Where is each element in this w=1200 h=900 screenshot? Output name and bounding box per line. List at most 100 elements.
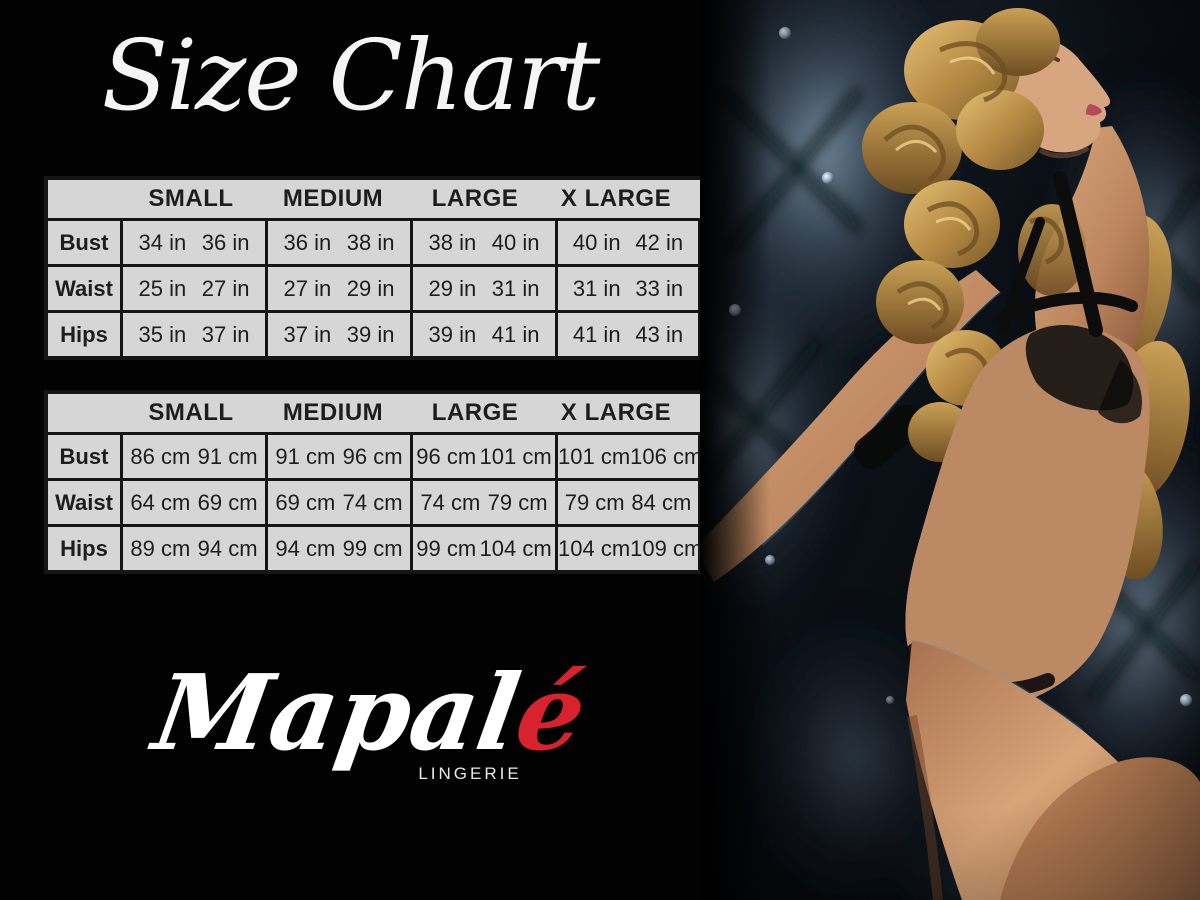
measurement-cell: 89 cm 94 cm — [123, 527, 265, 570]
size-value: 69 cm — [197, 489, 258, 515]
size-value: 38 in — [346, 229, 395, 255]
size-value: 40 in — [491, 229, 540, 255]
size-column-header: X LARGE — [546, 180, 686, 218]
table-header-row: SMALL MEDIUM LARGE X LARGE — [48, 180, 704, 218]
measurement-cell: 64 cm 69 cm — [123, 481, 265, 524]
measurement-row: Waist 25 in 27 in 27 in 29 in 29 in 31 in 31 in… — [48, 267, 704, 310]
size-value: 99 cm — [416, 535, 477, 561]
photo-vignette — [700, 0, 1200, 900]
size-column-header: LARGE — [404, 180, 546, 218]
measurement-cell: 31 in 33 in — [558, 267, 698, 310]
measurement-label: Waist — [48, 481, 120, 524]
size-value: 104 cm — [479, 535, 552, 561]
measurement-row: Hips 89 cm 94 cm 94 cm 99 cm 99 cm 104 cm 104 c… — [48, 527, 704, 570]
measurement-cell: 36 in 38 in — [268, 221, 410, 264]
measurement-label: Hips — [48, 527, 120, 570]
size-value: 33 in — [635, 275, 684, 301]
empty-header-cell — [48, 180, 120, 218]
measurement-cell: 37 in 39 in — [268, 313, 410, 356]
measurement-label: Waist — [48, 267, 120, 310]
size-value: 96 cm — [416, 443, 477, 469]
size-value: 25 in — [138, 275, 187, 301]
measurement-cell: 91 cm 96 cm — [268, 435, 410, 478]
size-value: 39 in — [346, 321, 395, 347]
size-value: 86 cm — [130, 443, 191, 469]
measurement-row: Waist 64 cm 69 cm 69 cm 74 cm 74 cm 79 cm 79 cm… — [48, 481, 704, 524]
size-value: 91 cm — [275, 443, 336, 469]
measurement-label: Bust — [48, 435, 120, 478]
measurement-cell: 40 in 42 in — [558, 221, 698, 264]
empty-header-cell — [48, 394, 120, 432]
model-photo — [700, 0, 1200, 900]
measurement-cell: 74 cm 79 cm — [413, 481, 555, 524]
measurement-cell: 94 cm 99 cm — [268, 527, 410, 570]
size-value: 89 cm — [130, 535, 191, 561]
measurement-cell: 99 cm 104 cm — [413, 527, 555, 570]
size-value: 94 cm — [197, 535, 258, 561]
size-value: 36 in — [283, 229, 332, 255]
measurement-cell: 38 in 40 in — [413, 221, 555, 264]
size-value: 38 in — [428, 229, 477, 255]
measurement-label: Bust — [48, 221, 120, 264]
size-value: 91 cm — [197, 443, 258, 469]
measurement-cell: 86 cm 91 cm — [123, 435, 265, 478]
measurement-cell: 41 in 43 in — [558, 313, 698, 356]
measurement-cell: 101 cm 106 cm — [558, 435, 702, 478]
measurement-cell: 35 in 37 in — [123, 313, 265, 356]
measurement-cell: 39 in 41 in — [413, 313, 555, 356]
measurement-cell: 34 in 36 in — [123, 221, 265, 264]
size-value: 43 in — [635, 321, 684, 347]
size-value: 31 in — [491, 275, 540, 301]
size-value: 39 in — [428, 321, 477, 347]
size-value: 37 in — [201, 321, 250, 347]
size-value: 29 in — [346, 275, 395, 301]
page-title: Size Chart — [101, 19, 601, 132]
size-value: 101 cm — [479, 443, 552, 469]
size-column-header: MEDIUM — [262, 394, 404, 432]
size-value: 69 cm — [275, 489, 336, 515]
brand-name-main: Mapal — [146, 651, 528, 774]
size-value: 35 in — [138, 321, 187, 347]
size-column-header: SMALL — [120, 180, 262, 218]
size-value: 96 cm — [342, 443, 403, 469]
measurement-cell: 104 cm 109 cm — [558, 527, 702, 570]
measurement-cell: 69 cm 74 cm — [268, 481, 410, 524]
size-column-header: MEDIUM — [262, 180, 404, 218]
size-value: 74 cm — [342, 489, 403, 515]
measurement-cell: 27 in 29 in — [268, 267, 410, 310]
size-value: 106 cm — [630, 443, 703, 469]
measurement-cell: 25 in 27 in — [123, 267, 265, 310]
size-value: 40 in — [572, 229, 621, 255]
size-column-header: LARGE — [404, 394, 546, 432]
size-value: 109 cm — [630, 535, 703, 561]
brand-logo: Mapalé LINGERIE — [135, 648, 605, 784]
measurement-row: Bust 34 in 36 in 36 in 38 in 38 in 40 in 40 in 4… — [48, 221, 704, 264]
measurement-label: Hips — [48, 313, 120, 356]
size-value: 41 in — [491, 321, 540, 347]
size-value: 29 in — [428, 275, 477, 301]
size-value: 64 cm — [130, 489, 191, 515]
measurement-row: Hips 35 in 37 in 37 in 39 in 39 in 41 in 41 in 4… — [48, 313, 704, 356]
size-value: 34 in — [138, 229, 187, 255]
size-table-centimeters: SMALL MEDIUM LARGE X LARGE Bust 86 cm 91 cm 91 … — [45, 391, 707, 573]
size-value: 36 in — [201, 229, 250, 255]
size-value: 42 in — [635, 229, 684, 255]
size-value: 41 in — [572, 321, 621, 347]
measurement-cell: 96 cm 101 cm — [413, 435, 555, 478]
size-value: 79 cm — [564, 489, 625, 515]
size-value: 101 cm — [558, 443, 631, 469]
size-table-inches: SMALL MEDIUM LARGE X LARGE Bust 34 in 36 in 36 … — [45, 177, 707, 359]
size-value: 79 cm — [487, 489, 548, 515]
brand-logo-script: Mapalé — [125, 648, 616, 778]
measurement-cell: 79 cm 84 cm — [558, 481, 698, 524]
size-column-header: SMALL — [120, 394, 262, 432]
size-column-header: X LARGE — [546, 394, 686, 432]
measurement-cell: 29 in 31 in — [413, 267, 555, 310]
size-value: 84 cm — [631, 489, 692, 515]
brand-logo-subtitle: LINGERIE — [418, 764, 522, 783]
size-value: 94 cm — [275, 535, 336, 561]
size-value: 37 in — [283, 321, 332, 347]
size-value: 27 in — [201, 275, 250, 301]
table-header-row: SMALL MEDIUM LARGE X LARGE — [48, 394, 704, 432]
